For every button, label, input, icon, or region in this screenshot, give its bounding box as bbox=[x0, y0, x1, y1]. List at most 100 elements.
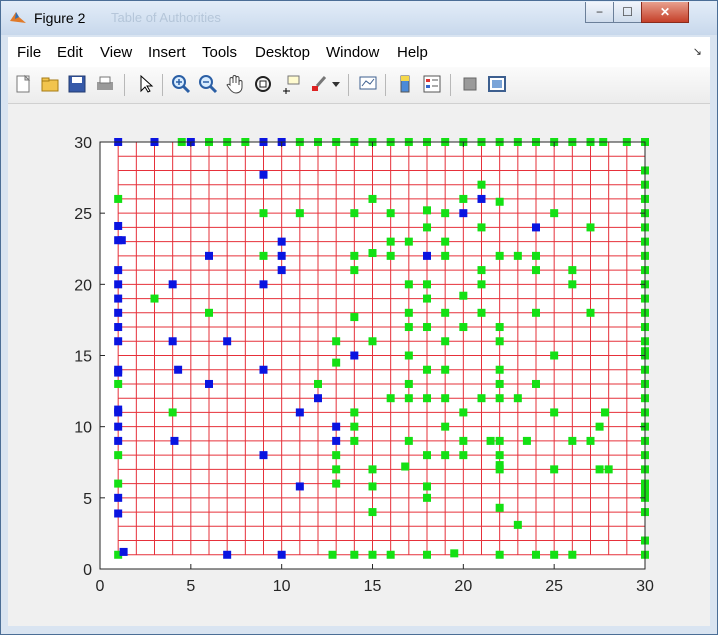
menu-window[interactable]: Window bbox=[326, 44, 380, 61]
green-point bbox=[532, 251, 540, 260]
green-point bbox=[150, 294, 159, 303]
green-point bbox=[314, 379, 322, 388]
green-point bbox=[114, 194, 123, 203]
y-tick-label: 0 bbox=[83, 562, 92, 579]
green-point bbox=[350, 266, 359, 275]
close-button[interactable]: ✕ bbox=[641, 2, 689, 23]
green-point bbox=[568, 266, 577, 275]
colorbar-icon[interactable] bbox=[394, 73, 416, 95]
blue-point bbox=[332, 422, 341, 431]
blue-point bbox=[117, 236, 126, 245]
menu-view[interactable]: View bbox=[100, 44, 133, 61]
green-point bbox=[423, 482, 431, 491]
green-point bbox=[423, 365, 431, 374]
blue-point bbox=[314, 394, 322, 403]
green-point bbox=[601, 408, 610, 417]
zoom-out-icon[interactable] bbox=[197, 73, 219, 95]
scatter-plot[interactable]: 0 5 10 15 20 25 30 0 5 10 15 20 25 30 bbox=[8, 104, 710, 626]
green-point bbox=[532, 550, 540, 559]
show-plot-tools-icon[interactable] bbox=[486, 73, 508, 95]
green-point bbox=[404, 436, 413, 445]
blue-point bbox=[170, 436, 179, 445]
y-tick-label: 10 bbox=[74, 420, 92, 437]
green-point bbox=[404, 280, 413, 289]
green-point bbox=[495, 503, 504, 512]
blue-point bbox=[114, 422, 123, 431]
data-cursor-icon[interactable] bbox=[280, 73, 302, 95]
title-bar[interactable]: Figure 2 Table of Authorities − ☐ ✕ bbox=[1, 1, 717, 35]
y-tick-label: 20 bbox=[74, 277, 92, 294]
blue-point bbox=[114, 493, 123, 502]
brush-dropdown-icon[interactable] bbox=[330, 73, 342, 95]
y-tick-label: 30 bbox=[74, 135, 92, 152]
green-point bbox=[423, 493, 431, 502]
menu-help[interactable]: Help bbox=[397, 44, 428, 61]
green-point bbox=[477, 223, 486, 232]
green-point bbox=[386, 394, 395, 403]
menu-dock-arrow-icon[interactable]: ↘ bbox=[692, 46, 702, 58]
green-point bbox=[386, 209, 395, 218]
menu-desktop[interactable]: Desktop bbox=[255, 44, 311, 61]
green-point bbox=[423, 451, 431, 460]
green-point bbox=[328, 550, 337, 559]
print-icon[interactable] bbox=[94, 73, 116, 95]
green-point bbox=[459, 436, 468, 445]
green-point bbox=[368, 482, 377, 491]
blue-point bbox=[259, 170, 268, 179]
y-tick-label: 5 bbox=[83, 491, 92, 508]
save-icon[interactable] bbox=[66, 73, 88, 95]
green-point bbox=[423, 323, 431, 332]
maximize-button[interactable]: ☐ bbox=[613, 2, 642, 23]
green-point bbox=[423, 206, 431, 215]
green-point bbox=[332, 479, 341, 488]
green-point bbox=[404, 308, 413, 317]
green-point bbox=[586, 436, 595, 445]
link-plot-icon[interactable] bbox=[357, 73, 379, 95]
green-point bbox=[114, 451, 123, 460]
menu-file[interactable]: File bbox=[17, 44, 42, 61]
green-point bbox=[495, 465, 504, 474]
blue-point bbox=[168, 280, 177, 289]
green-point bbox=[401, 462, 410, 471]
green-point bbox=[441, 422, 450, 431]
green-point bbox=[368, 337, 377, 346]
green-point bbox=[368, 194, 377, 203]
green-point bbox=[441, 451, 450, 460]
hide-plot-tools-icon[interactable] bbox=[459, 73, 481, 95]
pan-hand-icon[interactable] bbox=[224, 73, 246, 95]
blue-point bbox=[295, 408, 304, 417]
x-tick-label: 10 bbox=[273, 578, 291, 595]
figure-canvas[interactable]: 0 5 10 15 20 25 30 0 5 10 15 20 25 30 bbox=[8, 104, 710, 626]
blue-point bbox=[114, 408, 123, 417]
menu-edit[interactable]: Edit bbox=[57, 44, 83, 61]
green-point bbox=[350, 313, 359, 322]
blue-point bbox=[114, 436, 123, 445]
menu-tools[interactable]: Tools bbox=[202, 44, 238, 61]
brush-icon[interactable] bbox=[308, 73, 330, 95]
green-point bbox=[568, 550, 577, 559]
blue-point bbox=[114, 294, 123, 303]
zoom-in-icon[interactable] bbox=[170, 73, 192, 95]
green-point bbox=[550, 351, 559, 360]
green-point bbox=[459, 451, 468, 460]
rotate-3d-icon[interactable] bbox=[252, 73, 274, 95]
green-point bbox=[495, 451, 504, 460]
green-point bbox=[550, 408, 559, 417]
window-title: Figure 2 bbox=[34, 10, 86, 26]
green-point bbox=[532, 266, 540, 275]
blue-point bbox=[114, 308, 123, 317]
blue-point bbox=[277, 237, 286, 246]
green-point bbox=[532, 379, 540, 388]
open-file-icon[interactable] bbox=[39, 73, 61, 95]
minimize-button[interactable]: − bbox=[585, 2, 614, 23]
legend-icon[interactable] bbox=[421, 73, 443, 95]
menu-insert[interactable]: Insert bbox=[148, 44, 186, 61]
green-point bbox=[495, 379, 504, 388]
new-figure-icon[interactable] bbox=[12, 73, 34, 95]
green-point bbox=[513, 251, 522, 260]
green-point bbox=[495, 323, 504, 332]
green-point bbox=[495, 365, 504, 374]
select-arrow-icon[interactable] bbox=[134, 73, 156, 95]
green-point bbox=[568, 280, 577, 289]
